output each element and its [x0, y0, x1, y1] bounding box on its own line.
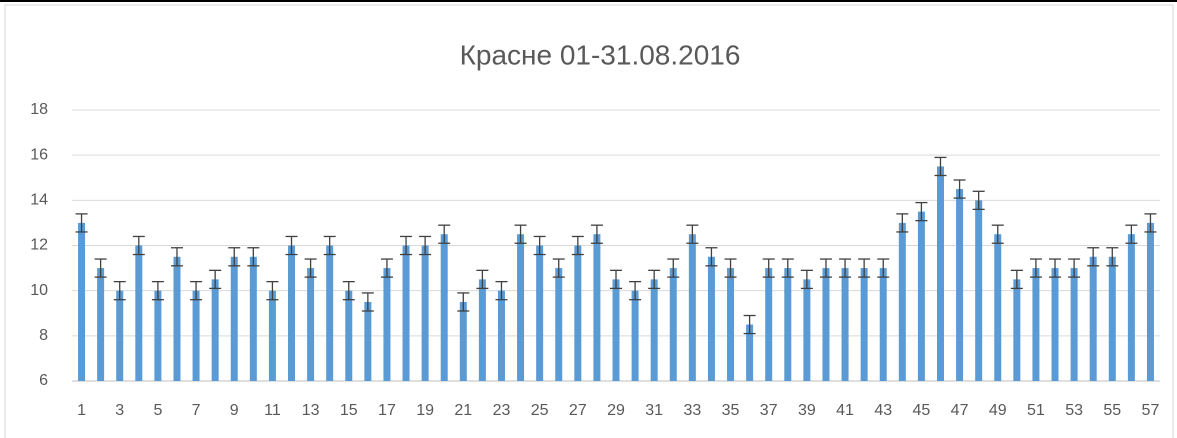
bar [383, 268, 391, 381]
bar [268, 290, 276, 381]
bar [459, 301, 467, 381]
y-tick-label: 6 [39, 372, 48, 389]
chart-frame [4, 4, 1174, 438]
bar [975, 200, 983, 381]
x-tick-label: 21 [454, 402, 472, 419]
x-tick-label: 7 [192, 402, 201, 419]
bar [555, 268, 563, 381]
bar [288, 245, 296, 381]
x-tick-label: 31 [645, 402, 663, 419]
chart-title: Красне 01-31.08.2016 [460, 39, 741, 70]
bar [1032, 268, 1040, 381]
bar [230, 256, 238, 381]
x-tick-label: 33 [683, 402, 701, 419]
bar [1146, 222, 1154, 381]
bar [765, 268, 773, 381]
bar [536, 245, 544, 381]
bar [593, 234, 601, 381]
bar [574, 245, 582, 381]
bar [249, 256, 257, 381]
bar [898, 222, 906, 381]
x-tick-label: 53 [1065, 402, 1083, 419]
bar [173, 256, 181, 381]
x-tick-label: 23 [493, 402, 511, 419]
x-tick-label: 55 [1103, 402, 1121, 419]
bar [326, 245, 334, 381]
x-tick-label: 13 [302, 402, 320, 419]
bar [879, 268, 887, 381]
bar [822, 268, 830, 381]
bar [421, 245, 429, 381]
x-tick-label: 39 [798, 402, 816, 419]
x-tick-label: 3 [115, 402, 124, 419]
x-tick-label: 45 [913, 402, 931, 419]
x-tick-label: 37 [760, 402, 778, 419]
x-tick-label: 25 [531, 402, 549, 419]
x-tick-label: 11 [264, 402, 281, 419]
bar [478, 279, 486, 381]
bar [517, 234, 525, 381]
bar [803, 279, 811, 381]
bar [307, 268, 315, 381]
x-tick-label: 19 [416, 402, 434, 419]
bar [1013, 279, 1021, 381]
x-tick-label: 49 [989, 402, 1007, 419]
bar [402, 245, 410, 381]
bar [860, 268, 868, 381]
x-tick-label: 35 [722, 402, 740, 419]
y-tick-label: 12 [30, 237, 48, 254]
x-tick-label: 43 [874, 402, 892, 419]
bar [1070, 268, 1078, 381]
bar [956, 189, 964, 381]
bar [192, 290, 200, 381]
x-tick-label: 47 [951, 402, 969, 419]
bar [211, 279, 219, 381]
bar [631, 290, 639, 381]
y-tick-label: 10 [30, 282, 48, 299]
x-tick-label: 17 [378, 402, 396, 419]
bar [97, 268, 105, 381]
bar [612, 279, 620, 381]
bar [669, 268, 677, 381]
bar [497, 290, 505, 381]
x-tick-label: 1 [77, 402, 86, 419]
bar [440, 234, 448, 381]
bar [994, 234, 1002, 381]
x-tick-label: 29 [607, 402, 625, 419]
bar [936, 166, 944, 381]
bar [135, 245, 143, 381]
bar [154, 290, 162, 381]
y-tick-label: 8 [39, 327, 48, 344]
bar [364, 301, 372, 381]
y-tick-label: 18 [30, 101, 48, 118]
x-tick-label: 41 [836, 402, 854, 419]
bar [1127, 234, 1135, 381]
bar [784, 268, 792, 381]
bar [1089, 256, 1097, 381]
x-tick-label: 57 [1142, 402, 1160, 419]
bar [727, 268, 735, 381]
y-tick-label: 14 [30, 192, 48, 209]
x-tick-label: 5 [153, 402, 162, 419]
x-tick-label: 15 [340, 402, 358, 419]
bar [116, 290, 124, 381]
bar [688, 234, 696, 381]
bar [345, 290, 353, 381]
y-tick-label: 16 [30, 146, 48, 163]
bar [78, 222, 86, 381]
bar [917, 211, 925, 381]
bar [650, 279, 658, 381]
bar [746, 324, 754, 381]
bar [1051, 268, 1059, 381]
bar [707, 256, 715, 381]
x-tick-label: 9 [230, 402, 239, 419]
bar [1108, 256, 1116, 381]
x-tick-label: 51 [1027, 402, 1045, 419]
x-tick-label: 27 [569, 402, 587, 419]
bar [841, 268, 849, 381]
